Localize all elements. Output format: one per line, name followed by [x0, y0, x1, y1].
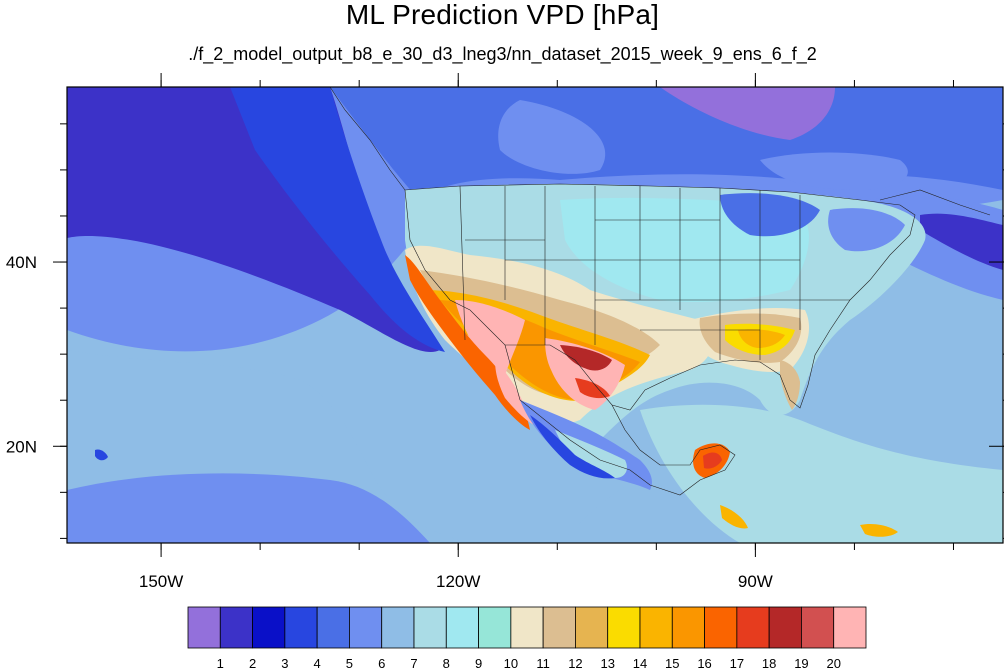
- colorbar-label: 13: [600, 656, 614, 671]
- colorbar-label: 9: [475, 656, 482, 671]
- atlantic-cyan: [640, 404, 1003, 543]
- colorbar-swatch: [671, 606, 705, 649]
- colorbar-swatch: [349, 606, 383, 649]
- colorbar-label: 12: [568, 656, 582, 671]
- lon-tick-label: 150W: [139, 572, 183, 591]
- colorbar-swatch: [833, 606, 867, 649]
- colorbar-label: 6: [378, 656, 385, 671]
- colorbar-swatch: [252, 606, 286, 649]
- texas-red-ring-2: [575, 378, 610, 399]
- colorbar-label: 8: [443, 656, 450, 671]
- colorbar-swatch: [316, 606, 350, 649]
- colorbar-swatch: [478, 606, 512, 649]
- axis-tick-labels: 150W 120W 90W 40N 20N: [6, 253, 773, 591]
- texas-red-ring: [560, 345, 612, 371]
- colorbar-label: 3: [281, 656, 288, 671]
- colorbar-swatch: [284, 606, 318, 649]
- map-subtitle: ./f_2_model_output_b8_e_30_d3_lneg3/nn_d…: [188, 44, 817, 64]
- lon-tick-label: 120W: [436, 572, 480, 591]
- hudson-purple: [660, 87, 835, 140]
- florida-tan: [780, 360, 800, 410]
- colorbar-label: 20: [826, 656, 840, 671]
- canada-light: [498, 100, 606, 174]
- colorbar-label: 10: [504, 656, 518, 671]
- southeast-orange-core: [738, 329, 785, 348]
- great-lakes-blue: [720, 193, 820, 237]
- lon-tick-label: 90W: [738, 572, 773, 591]
- colorbar-swatch: [607, 606, 641, 649]
- canada-light-2: [760, 152, 908, 190]
- yucatan-core: [703, 452, 722, 469]
- central-america-warm-2: [860, 523, 898, 537]
- tropic-band: [67, 473, 430, 543]
- colorbar-label: 1: [217, 656, 224, 671]
- state-lines: [459, 185, 850, 360]
- colorbar-label: 17: [730, 656, 744, 671]
- colorbar-swatch: [736, 606, 770, 649]
- colorbar: 1 2 3 4 5 6 7 8 9 10 11 12 13 14 15 16 17 18 19 20: [187, 606, 867, 671]
- lat-tick-label: 40N: [6, 253, 37, 272]
- colorbar-label: 4: [314, 656, 321, 671]
- map-title: ML Prediction VPD [hPa]: [345, 0, 660, 30]
- colorbar-label: 15: [665, 656, 679, 671]
- mexico-blue-edge: [530, 415, 615, 479]
- axis-ticks: [53, 73, 1004, 557]
- colorbar-label: 19: [794, 656, 808, 671]
- colorbar-swatch: [542, 606, 576, 649]
- colorbar-swatch: [768, 606, 802, 649]
- atlantic-ne-deep: [920, 213, 1003, 270]
- colorbar-swatch: [413, 606, 447, 649]
- colorbar-label: 14: [633, 656, 647, 671]
- deep-pacific-inner: [230, 87, 445, 352]
- colorbar-swatch: [704, 606, 738, 649]
- lat-tick-label: 20N: [6, 437, 37, 456]
- colorbar-label: 18: [762, 656, 776, 671]
- colorbar-swatch: [381, 606, 415, 649]
- central-america-warm: [720, 505, 748, 529]
- colorbar-swatch: [575, 606, 609, 649]
- colorbar-label: 11: [536, 656, 550, 671]
- colorbar-label: 2: [249, 656, 256, 671]
- colorbar-label: 16: [697, 656, 711, 671]
- colorbar-label: 5: [346, 656, 353, 671]
- colorbar-swatch: [801, 606, 835, 649]
- mexico-outline: [504, 344, 736, 496]
- colorbar-swatch: [445, 606, 479, 649]
- plot-frame: 150W 120W 90W 40N 20N: [6, 73, 1004, 591]
- colorbar-label: 7: [410, 656, 417, 671]
- california-strip: [405, 255, 530, 430]
- political-boundaries: [329, 87, 991, 496]
- hawaii-islands: [95, 449, 108, 461]
- canada-coast: [329, 87, 991, 216]
- colorbar-swatch: [219, 606, 253, 649]
- colorbar-swatch: [510, 606, 544, 649]
- contour-field: [67, 87, 1003, 543]
- plot-border: [66, 86, 1004, 544]
- southwest-hot-core: [455, 300, 525, 377]
- northeast-blue: [828, 208, 905, 252]
- colorbar-swatch: [639, 606, 673, 649]
- colorbar-swatch: [187, 606, 221, 649]
